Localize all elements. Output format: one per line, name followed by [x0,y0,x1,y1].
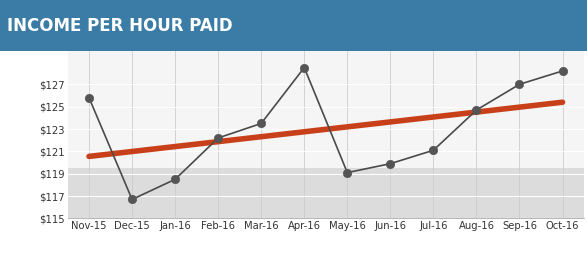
Text: INCOME PER HOUR PAID: INCOME PER HOUR PAID [7,18,232,35]
Bar [68,168,584,218]
